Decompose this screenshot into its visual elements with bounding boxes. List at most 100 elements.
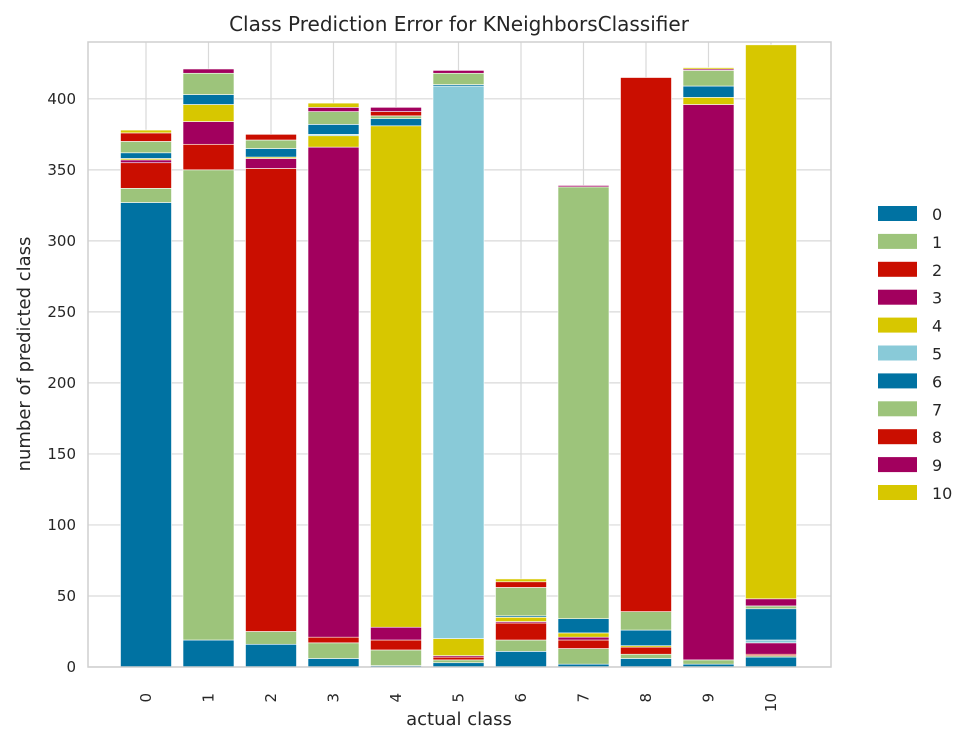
bar-segment-actual-9-pred-1 [682,659,735,665]
plot-frame [87,41,832,668]
bar-segment-actual-9-pred-4 [682,97,735,105]
bar-segment-actual-1-pred-9 [182,68,235,74]
bar-segment-actual-1-pred-4 [182,104,235,122]
bar-segment-actual-9-pred-10 [682,67,735,70]
legend-swatch-3 [878,289,917,305]
bar-segment-actual-0-pred-10 [120,129,172,134]
bar-segment-actual-1-pred-3 [182,121,235,145]
legend-label-2: 2 [932,261,942,280]
y-tick-label: 150 [47,445,76,463]
bar-segment-actual-5-pred-2 [432,656,485,661]
bar-segment-actual-2-pred-0 [245,643,297,668]
legend-label-9: 9 [932,456,942,475]
bar-segment-actual-10-pred-9 [745,598,797,607]
bar-segment-actual-0-pred-1 [120,188,172,203]
bar-segment-actual-9-pred-7 [682,70,735,87]
legend-label-7: 7 [932,400,942,419]
bar-segment-actual-3-pred-10 [307,102,360,108]
bar-segment-actual-3-pred-3 [307,146,360,638]
bar-segment-actual-7-pred-7 [557,186,610,620]
legend-label-0: 0 [932,205,942,224]
bar-segment-actual-7-pred-3 [557,636,610,641]
bar-segment-actual-8-pred-6 [620,629,672,646]
bar-segment-actual-0-pred-2 [120,162,172,189]
y-tick-label: 300 [47,232,76,250]
x-tick-label: 8 [637,693,655,703]
x-tick-label: 1 [200,693,218,703]
y-tick-label: 200 [47,374,76,392]
bar-segment-actual-8-pred-7 [620,611,672,631]
legend-label-5: 5 [932,345,942,364]
bar-segment-actual-4-pred-2 [370,639,422,651]
bar-segment-actual-4-pred-7 [370,115,422,120]
x-axis-label: actual class [406,709,512,730]
bar-segment-actual-7-pred-2 [557,639,610,649]
x-tick-label: 10 [762,693,780,712]
bar-segment-actual-2-pred-7 [245,139,297,149]
bar-segment-actual-6-pred-2 [495,622,547,641]
bar-segment-actual-1-pred-2 [182,143,235,171]
stacked-bars [120,44,797,668]
bar-segment-actual-2-pred-3 [245,158,297,169]
legend-swatch-6 [878,373,917,389]
bar-segment-actual-10-pred-5 [745,639,797,644]
x-tick-labels: 0 1 2 3 4 5 6 7 8 9 10 [137,693,780,712]
x-tick-label: 6 [512,693,530,703]
y-tick-label: 400 [47,90,76,108]
legend-swatch-2 [878,261,917,277]
legend-swatch-7 [878,401,917,417]
bar-segment-actual-7-pred-4 [557,632,610,638]
bar-segment-actual-7-pred-1 [557,648,610,665]
bar-segment-actual-10-pred-3 [745,642,797,655]
bar-segment-actual-4-pred-4 [370,125,422,628]
y-tick-label: 100 [47,516,76,534]
bar-segment-actual-6-pred-1 [495,639,547,652]
bar-segment-actual-6-pred-0 [495,651,547,668]
x-tick-label: 0 [137,693,155,703]
bar-segment-actual-5-pred-7 [432,72,485,85]
y-tick-label: 350 [47,161,76,179]
bar-segment-actual-9-pred-6 [682,85,735,98]
bar-segment-actual-6-pred-7 [495,587,547,617]
bar-segment-actual-4-pred-9 [370,107,422,112]
bar-segment-actual-3-pred-4 [307,135,360,148]
bar-segment-actual-10-pred-6 [745,608,797,641]
legend-swatch-8 [878,429,917,445]
legend-label-4: 4 [932,317,942,336]
bar-segment-actual-0-pred-0 [120,202,172,668]
bar-segment-actual-10-pred-10 [745,44,797,600]
y-tick-label: 250 [47,303,76,321]
legend-swatch-10 [878,485,917,500]
bar-segment-actual-8-pred-8 [620,77,672,612]
bar-segment-actual-2-pred-8 [245,134,297,141]
bar-segment-actual-5-pred-5 [432,85,485,639]
x-tick-label: 4 [387,693,405,703]
bar-segment-actual-2-pred-2 [245,168,297,632]
bar-segment-actual-10-pred-7 [745,605,797,610]
bar-segment-actual-4-pred-6 [370,118,422,127]
y-axis-label: number of predicted class [14,237,35,472]
legend-swatch-5 [878,345,917,361]
legend-swatch-0 [878,206,917,221]
bar-segment-actual-3-pred-6 [307,124,360,135]
bar-segment-actual-3-pred-9 [307,107,360,112]
legend: 0 1 2 3 4 5 6 7 8 9 10 [878,205,952,503]
x-tick-label: 7 [575,693,593,703]
bar-segment-actual-8-pred-1 [620,653,672,659]
legend-label-6: 6 [932,372,942,391]
bar-segment-actual-5-pred-9 [432,70,485,74]
bar-segment-actual-8-pred-0 [620,658,672,668]
x-tick-label: 5 [450,693,468,703]
x-tick-label: 3 [325,693,343,703]
bar-segment-actual-9-pred-3 [682,104,735,661]
bar-segment-actual-1-pred-7 [182,72,235,95]
y-tick-label: 50 [57,587,76,605]
legend-label-3: 3 [932,289,942,308]
bar-segment-actual-3-pred-0 [307,658,360,668]
bar-segment-actual-1-pred-6 [182,94,235,105]
bar-segment-actual-6-pred-8 [495,581,547,588]
bar-segment-actual-0-pred-6 [120,152,172,159]
bar-segment-actual-3-pred-7 [307,111,360,125]
bar-segment-actual-1-pred-1 [182,169,235,641]
